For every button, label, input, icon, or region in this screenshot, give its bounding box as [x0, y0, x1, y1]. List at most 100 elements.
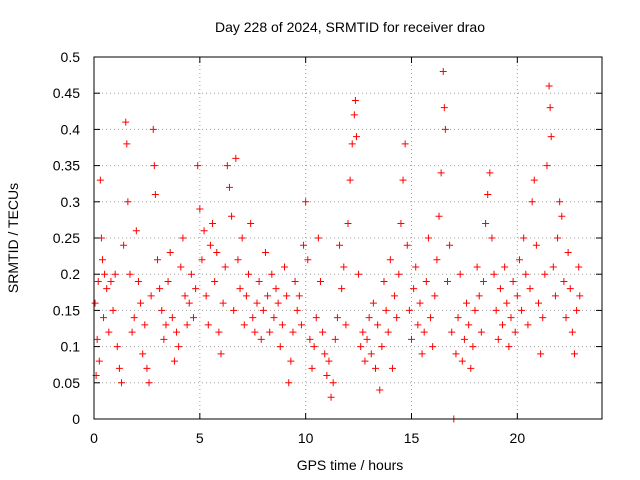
- data-point: [342, 321, 350, 329]
- data-point: [441, 125, 449, 133]
- data-point: [359, 328, 367, 336]
- data-point: [429, 343, 437, 351]
- data-point: [545, 82, 553, 90]
- data-point: [435, 212, 443, 220]
- data-point: [236, 285, 244, 293]
- data-point: [122, 118, 130, 126]
- data-point: [149, 125, 157, 133]
- data-point: [118, 379, 126, 387]
- y-axis-label: SRMTID / TECUs: [5, 183, 21, 293]
- x-tick-label: 0: [90, 430, 98, 446]
- data-point: [399, 176, 407, 184]
- data-point: [323, 372, 331, 380]
- data-point: [304, 256, 312, 264]
- data-point: [471, 306, 479, 314]
- data-point: [302, 198, 310, 206]
- data-point: [306, 335, 314, 343]
- data-point: [111, 270, 119, 278]
- data-point: [225, 183, 233, 191]
- data-point: [460, 335, 468, 343]
- data-point: [206, 241, 214, 249]
- x-tick-label: 20: [510, 430, 526, 446]
- data-point: [168, 314, 176, 322]
- data-point: [91, 299, 99, 307]
- data-point: [458, 357, 466, 365]
- data-point: [465, 321, 473, 329]
- data-point: [515, 256, 523, 264]
- data-point: [141, 321, 149, 329]
- data-point: [179, 234, 187, 242]
- data-point: [443, 277, 451, 285]
- data-point: [124, 198, 132, 206]
- data-point: [440, 104, 448, 112]
- data-point: [251, 328, 259, 336]
- data-point: [554, 234, 562, 242]
- data-point: [177, 263, 185, 271]
- data-point: [348, 140, 356, 148]
- data-point: [486, 169, 494, 177]
- data-point: [372, 364, 380, 372]
- data-point: [107, 277, 115, 285]
- data-point: [535, 299, 542, 307]
- data-point: [494, 335, 502, 343]
- data-point: [492, 306, 500, 314]
- data-point: [147, 292, 155, 300]
- data-point: [268, 270, 276, 278]
- y-tick-label: 0.5: [61, 49, 81, 65]
- data-point: [327, 393, 335, 401]
- data-point: [420, 328, 428, 336]
- data-point: [431, 292, 439, 300]
- data-point: [568, 328, 576, 336]
- data-point: [202, 292, 210, 300]
- chart-title: Day 228 of 2024, SRMTID for receiver dra…: [215, 19, 485, 35]
- data-point: [230, 306, 238, 314]
- data-points: [91, 67, 584, 423]
- data-point: [573, 306, 581, 314]
- data-point: [100, 314, 108, 322]
- data-point: [312, 314, 320, 322]
- data-point: [524, 321, 532, 329]
- data-point: [316, 277, 324, 285]
- data-point: [221, 263, 229, 271]
- data-point: [321, 350, 329, 358]
- data-point: [575, 263, 583, 271]
- data-point: [346, 176, 354, 184]
- data-point: [352, 133, 360, 141]
- y-tick-label: 0.15: [53, 302, 80, 318]
- data-point: [469, 343, 477, 351]
- data-point: [412, 263, 420, 271]
- data-point: [257, 335, 265, 343]
- data-point: [310, 343, 318, 351]
- data-point: [94, 277, 102, 285]
- data-point: [549, 263, 557, 271]
- data-point: [477, 328, 485, 336]
- data-point: [185, 299, 193, 307]
- data-point: [170, 357, 178, 365]
- data-point: [454, 314, 462, 322]
- data-point: [134, 277, 142, 285]
- data-point: [333, 314, 341, 322]
- data-point: [475, 292, 483, 300]
- data-point: [418, 350, 426, 358]
- data-point: [422, 277, 430, 285]
- data-point: [211, 277, 219, 285]
- data-point: [293, 306, 301, 314]
- data-point: [403, 241, 411, 249]
- data-point: [355, 270, 363, 278]
- data-point: [369, 299, 377, 307]
- data-point: [433, 256, 441, 264]
- data-point: [505, 343, 513, 351]
- data-point: [289, 328, 297, 336]
- data-point: [532, 241, 540, 249]
- data-point: [158, 306, 166, 314]
- data-point: [103, 285, 111, 293]
- data-point: [249, 314, 257, 322]
- data-point: [154, 256, 161, 264]
- data-point: [558, 212, 566, 220]
- data-point: [503, 299, 511, 307]
- data-point: [123, 140, 131, 148]
- data-point: [363, 335, 371, 343]
- data-point: [228, 212, 236, 220]
